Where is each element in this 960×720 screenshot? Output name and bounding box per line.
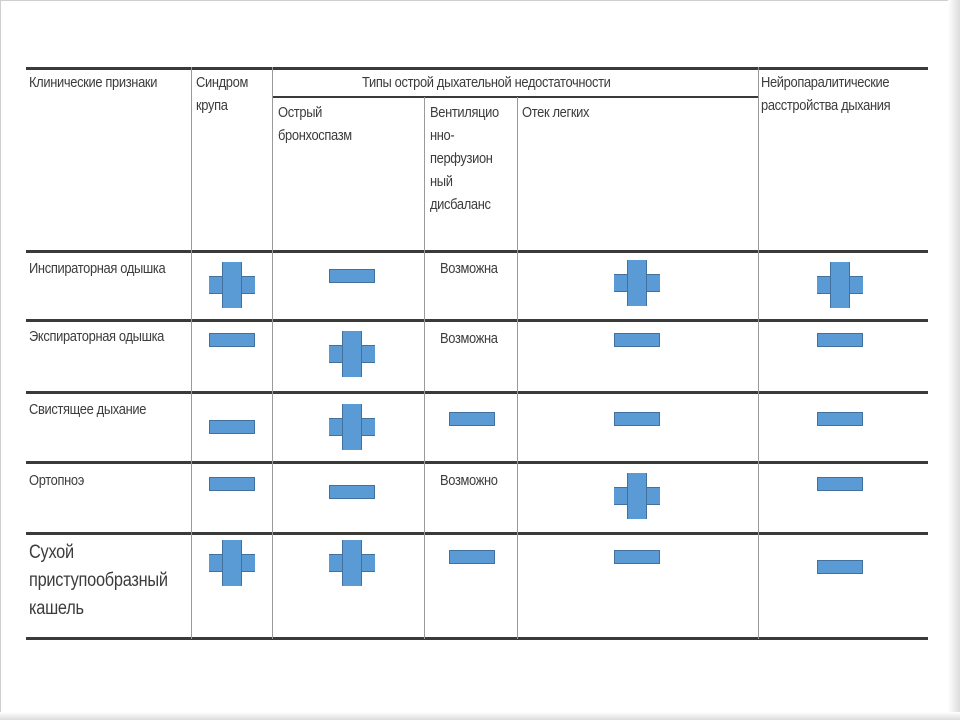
minus-sign-icon xyxy=(614,550,660,564)
row-label-expiratory: Экспираторная одышка xyxy=(29,328,165,345)
header-respiratory-failure-types: Типы острой дыхательной недостаточности xyxy=(362,74,611,91)
row-label-orthopnea: Ортопноэ xyxy=(29,472,84,489)
plus-sign-icon xyxy=(329,540,375,586)
table-rule xyxy=(26,391,928,394)
minus-sign-icon xyxy=(329,269,375,283)
header-pulmonary-edema: Отек легких xyxy=(522,104,590,121)
table-column-rule xyxy=(517,97,518,639)
minus-sign-icon xyxy=(449,412,495,426)
table-rule xyxy=(26,250,928,253)
table-column-rule xyxy=(758,67,759,639)
plus-sign-icon xyxy=(329,331,375,377)
comparison-table: Клинические признаки Синдром крупа Типы … xyxy=(26,67,928,640)
table-rule xyxy=(26,461,928,464)
cell-text: Возможна xyxy=(440,330,498,347)
slide-bottom-shadow xyxy=(0,712,960,720)
header-clinical-signs: Клинические признаки xyxy=(29,74,158,91)
row-label-inspiratory: Инспираторная одышка xyxy=(29,260,166,277)
header-acute-bronchospasm: Острый бронхоспазм xyxy=(278,104,352,144)
minus-sign-icon xyxy=(449,550,495,564)
minus-sign-icon xyxy=(817,333,863,347)
table-rule xyxy=(272,96,758,98)
table-column-rule xyxy=(191,67,192,639)
row-label-wheezing: Свистящее дыхание xyxy=(29,401,147,418)
plus-sign-icon xyxy=(329,404,375,450)
cell-text: Возможно xyxy=(440,472,498,489)
minus-sign-icon xyxy=(209,333,255,347)
plus-sign-icon xyxy=(817,262,863,308)
minus-sign-icon xyxy=(329,485,375,499)
minus-sign-icon xyxy=(614,333,660,347)
minus-sign-icon xyxy=(209,477,255,491)
row-label-dry-cough: Сухой приступообразный кашель xyxy=(29,542,168,619)
plus-sign-icon xyxy=(209,540,255,586)
table-rule xyxy=(26,67,928,70)
minus-sign-icon xyxy=(209,420,255,434)
table-rule xyxy=(26,637,928,640)
cell-text: Возможна xyxy=(440,260,498,277)
plus-sign-icon xyxy=(209,262,255,308)
plus-sign-icon xyxy=(614,473,660,519)
table-column-rule xyxy=(424,97,425,639)
table-rule xyxy=(26,532,928,535)
minus-sign-icon xyxy=(817,412,863,426)
minus-sign-icon xyxy=(817,477,863,491)
header-ventilation-perfusion: Вентиляцио нно- перфузион ный дисбаланс xyxy=(430,104,499,213)
plus-sign-icon xyxy=(614,260,660,306)
minus-sign-icon xyxy=(817,560,863,574)
table-column-rule xyxy=(272,67,273,639)
minus-sign-icon xyxy=(614,412,660,426)
slide-shadow xyxy=(948,0,960,720)
header-neuroparalytic: Нейропаралитические расстройства дыхания xyxy=(761,74,891,114)
header-croup-syndrome: Синдром крупа xyxy=(196,74,248,114)
table-rule xyxy=(26,319,928,322)
